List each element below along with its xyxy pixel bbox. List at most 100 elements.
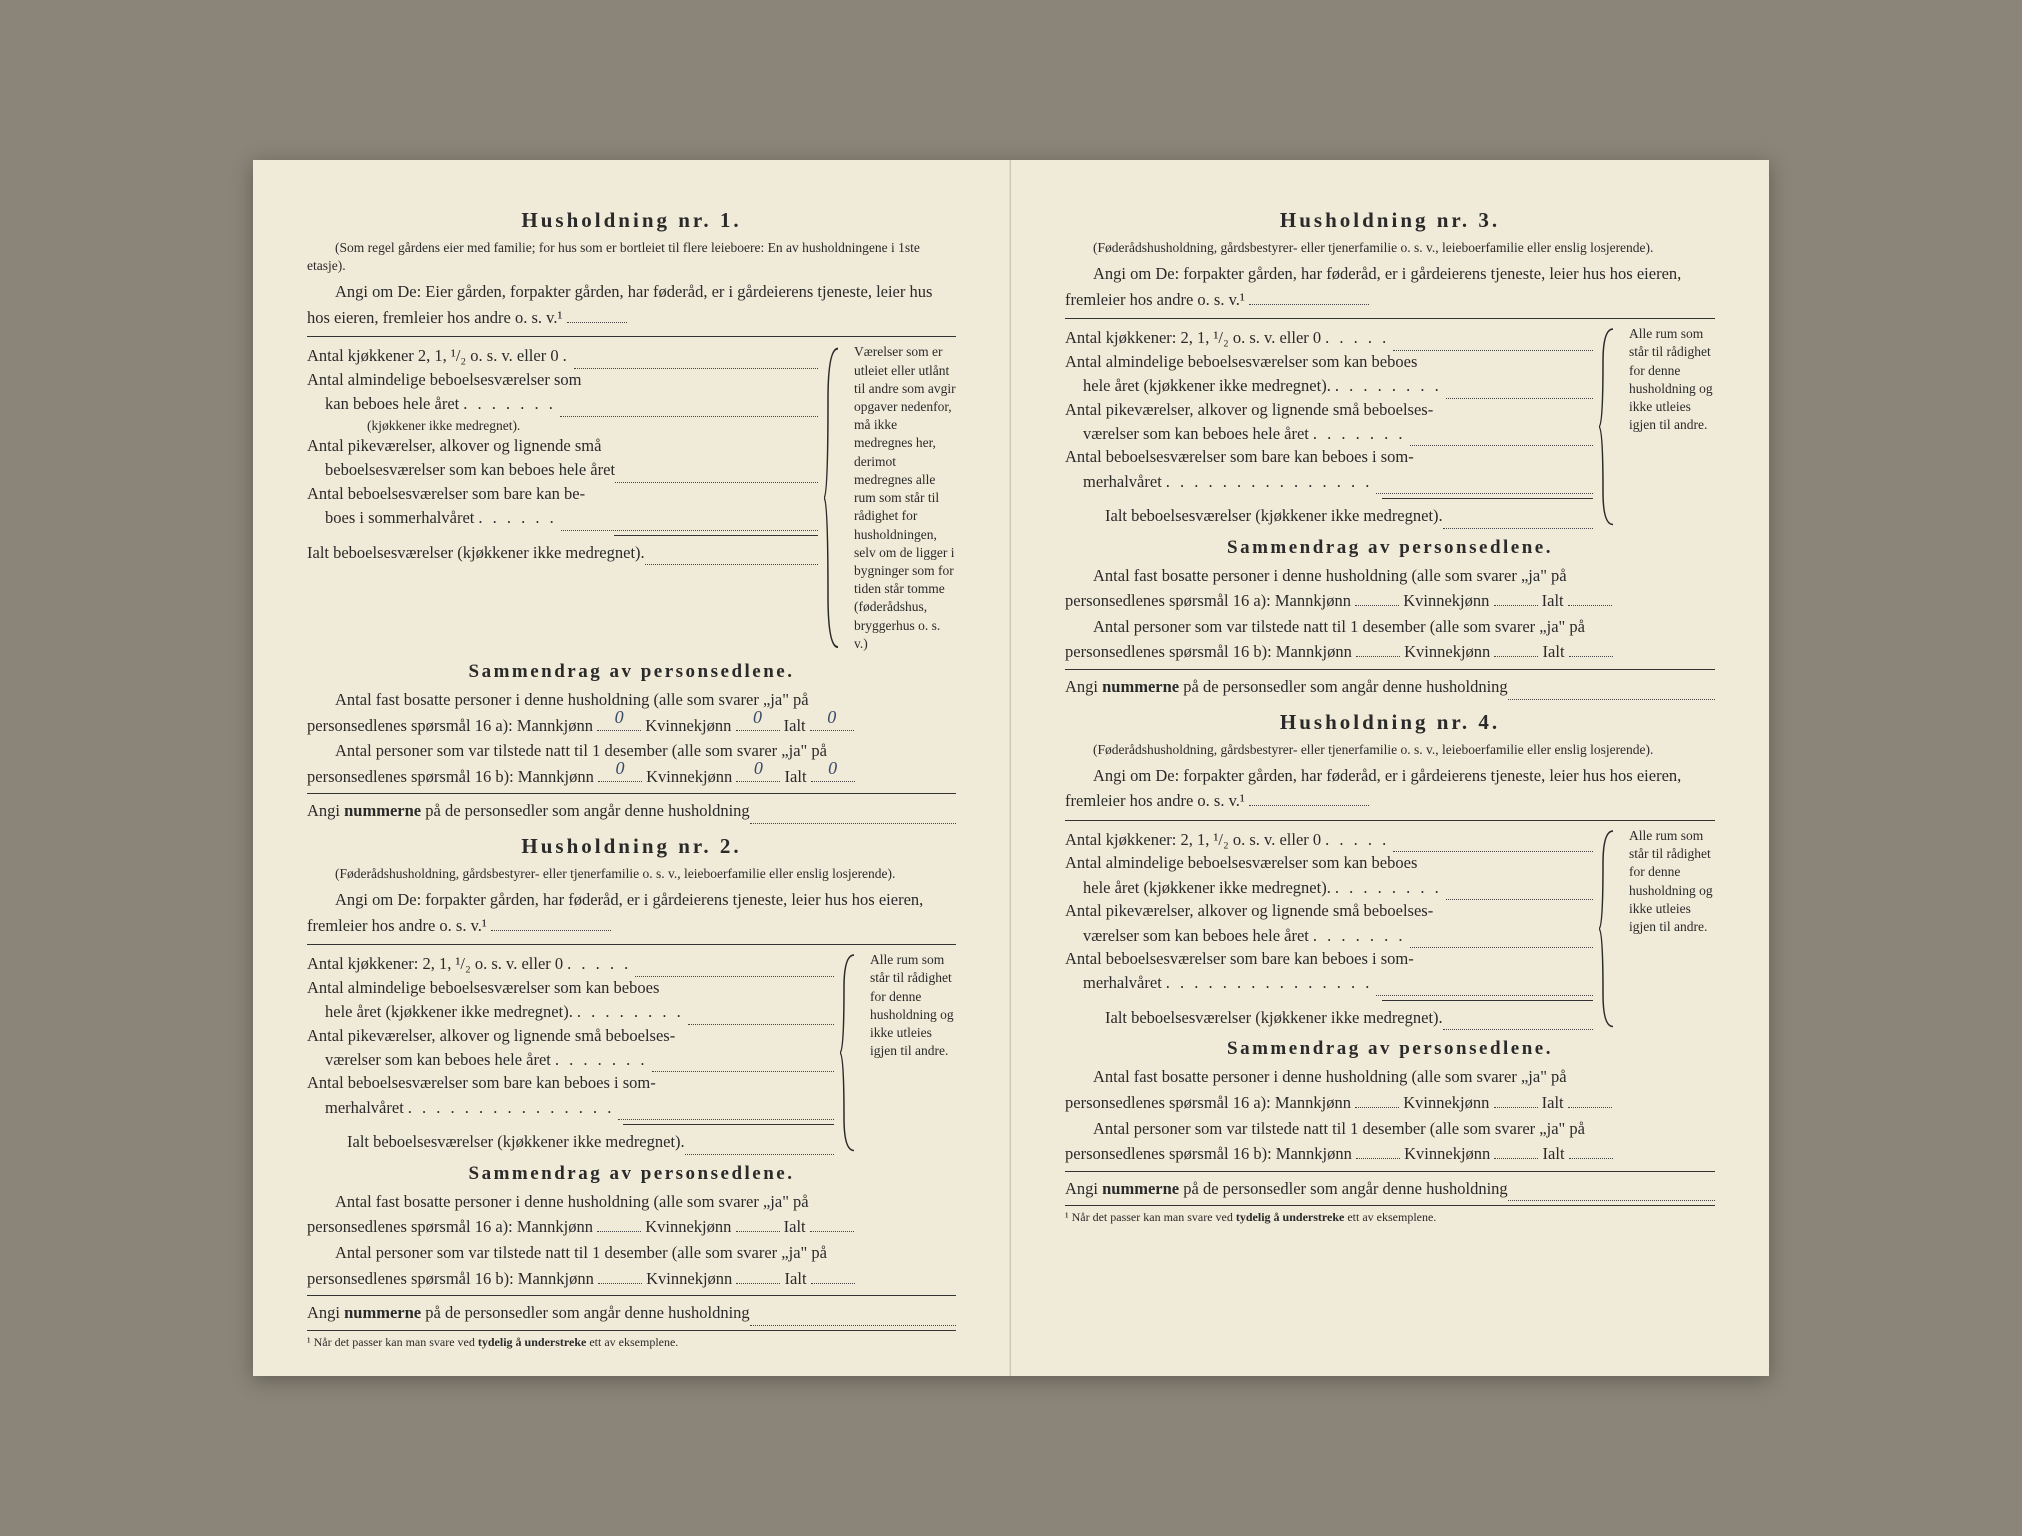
h1-rooms-block: Antal kjøkkener 2, 1, ¹/₂ o. s. v. eller…	[307, 343, 956, 653]
h4-margin-note: Alle rum som står til rådighet for denne…	[1623, 827, 1715, 1031]
right-page: Husholdning nr. 3. (Føderådshusholdning,…	[1011, 160, 1769, 1376]
lbl: Kvinnekjønn	[1403, 1093, 1489, 1112]
fill-blank	[1376, 477, 1593, 494]
lbl: Antal almindelige beboelsesværelser som …	[307, 978, 659, 997]
lbl: Ialt	[1543, 642, 1565, 661]
h2-mann-b[interactable]	[598, 1267, 642, 1284]
fill-blank	[750, 807, 956, 824]
fill-blank	[750, 1308, 956, 1325]
h3-mann-b[interactable]	[1356, 641, 1400, 658]
written: 0	[754, 755, 763, 783]
h2-subtitle: (Føderådshusholdning, gårdsbestyrer- ell…	[307, 865, 956, 883]
h1-kvinne-a[interactable]: 0	[736, 714, 780, 731]
lbl: Kvinnekjønn	[1403, 591, 1489, 610]
lbl: personsedlenes spørsmål 16 b): Mannkjønn	[1065, 642, 1352, 661]
lbl: Antal kjøkkener: 2, 1, ¹/₂ o. s. v. elle…	[307, 951, 563, 977]
h2-sum-1b: personsedlenes spørsmål 16 a): Mannkjønn…	[307, 1214, 956, 1240]
h4-rooms-block: Antal kjøkkener: 2, 1, ¹/₂ o. s. v. elle…	[1065, 827, 1715, 1031]
h3-rooms-block: Antal kjøkkener: 2, 1, ¹/₂ o. s. v. elle…	[1065, 325, 1715, 529]
dots: . . . . . . . .	[1331, 875, 1446, 901]
h2-title: Husholdning nr. 2.	[307, 834, 956, 859]
lbl: merhalvåret	[307, 1095, 404, 1121]
lbl: personsedlenes spørsmål 16 b): Mannkjønn	[307, 767, 594, 786]
h4-kvinne-a[interactable]	[1494, 1092, 1538, 1109]
dots: . . . . . . . . . . . . . . .	[404, 1095, 619, 1121]
rule	[614, 535, 818, 536]
fill-blank	[574, 352, 818, 369]
h1-angi: Angi om De: Eier gården, forpakter gårde…	[307, 279, 956, 330]
lbl: Antal kjøkkener: 2, 1, ¹/₂ o. s. v. elle…	[1065, 325, 1321, 351]
h1-subtitle: (Som regel gårdens eier med familie; for…	[307, 239, 956, 275]
lbl: Kvinnekjønn	[1404, 1144, 1490, 1163]
lbl: Kvinnekjønn	[646, 1269, 732, 1288]
txt: på de personsedler som angår denne husho…	[421, 1303, 750, 1322]
lbl: værelser som kan beboes hele året	[307, 1047, 551, 1073]
fill-blank	[1446, 381, 1593, 398]
h1-kvinne-b[interactable]: 0	[736, 765, 780, 782]
h1-ialt-a[interactable]: 0	[810, 714, 854, 731]
h1-mann-a[interactable]: 0	[597, 714, 641, 731]
rule	[1065, 318, 1715, 319]
row-ialt: Ialt beboelsesværelser (kjøkkener ikke m…	[307, 1129, 834, 1155]
row-ialt: Ialt beboelsesværelser (kjøkkener ikke m…	[1065, 503, 1593, 529]
lbl: personsedlenes spørsmål 16 a): Mannkjønn	[1065, 591, 1351, 610]
h1-summary-title: Sammendrag av personsedlene.	[307, 661, 956, 683]
dots: . . . . . . . .	[1331, 373, 1446, 399]
row-kjokkener: Antal kjøkkener 2, 1, ¹/₂ o. s. v. eller…	[307, 343, 818, 369]
h4-ialt-a[interactable]	[1568, 1092, 1612, 1109]
row-ialt: Ialt beboelsesværelser (kjøkkener ikke m…	[307, 540, 818, 566]
rule	[623, 1124, 834, 1125]
written: 0	[616, 755, 625, 783]
fill-blank	[1393, 835, 1593, 852]
lbl: personsedlenes spørsmål 16 a): Mannkjønn	[307, 716, 593, 735]
row-sommer: Antal beboelsesværelser som bare kan beb…	[1065, 948, 1593, 996]
row-pike: Antal pikeværelser, alkover og lignende …	[307, 1025, 834, 1073]
h2-ialt-a[interactable]	[810, 1216, 854, 1233]
h4-mann-b[interactable]	[1356, 1143, 1400, 1160]
h3-sum-2b: personsedlenes spørsmål 16 b): Mannkjønn…	[1065, 639, 1715, 665]
lbl: Ialt beboelsesværelser (kjøkkener ikke m…	[1065, 1005, 1443, 1031]
txt: på de personsedler som angår denne husho…	[1179, 1179, 1508, 1198]
kjokk-note: (kjøkkener ikke medregnet).	[307, 417, 818, 435]
lbl: merhalvåret	[1065, 970, 1162, 996]
h3-ialt-b[interactable]	[1569, 641, 1613, 658]
h4-mann-a[interactable]	[1355, 1092, 1399, 1109]
lbl: Ialt	[785, 1269, 807, 1288]
h3-subtitle: (Føderådshusholdning, gårdsbestyrer- ell…	[1065, 239, 1715, 257]
fill-blank	[1410, 429, 1593, 446]
lbl: Kvinnekjønn	[645, 1217, 731, 1236]
fill-blank	[635, 959, 834, 976]
fill-blank	[1376, 979, 1593, 996]
h2-ialt-b[interactable]	[811, 1267, 855, 1284]
written: 0	[828, 755, 837, 783]
h2-sum-2b: personsedlenes spørsmål 16 b): Mannkjønn…	[307, 1266, 956, 1292]
h4-ialt-b[interactable]	[1569, 1143, 1613, 1160]
fn-text: Når det passer kan man svare ved	[314, 1335, 478, 1349]
angi-label: Angi om De:	[335, 282, 421, 301]
lbl: Antal kjøkkener: 2, 1, ¹/₂ o. s. v. elle…	[1065, 827, 1321, 853]
fill-blank	[561, 513, 818, 530]
fill-blank	[1446, 883, 1593, 900]
fill-blank	[645, 548, 818, 565]
h3-ialt-a[interactable]	[1568, 590, 1612, 607]
h3-kvinne-b[interactable]	[1494, 641, 1538, 658]
angi-label: Angi om De:	[335, 890, 421, 909]
h2-kvinne-b[interactable]	[736, 1267, 780, 1284]
h3-kvinne-a[interactable]	[1494, 590, 1538, 607]
fill-blank	[652, 1055, 834, 1072]
row-sommer: Antal beboelsesværelser som bare kan beb…	[1065, 446, 1593, 494]
fill-blank	[615, 465, 818, 482]
h2-kvinne-a[interactable]	[736, 1216, 780, 1233]
h2-mann-a[interactable]	[597, 1216, 641, 1233]
fill-blank	[618, 1103, 834, 1120]
row-pike: Antal pikeværelser, alkover og lignende …	[1065, 399, 1593, 447]
nummerne-word: nummerne	[344, 1303, 421, 1322]
row-kjokkener: Antal kjøkkener: 2, 1, ¹/₂ o. s. v. elle…	[1065, 325, 1593, 351]
lbl: Antal beboelsesværelser som bare kan beb…	[1065, 447, 1414, 466]
h4-kvinne-b[interactable]	[1494, 1143, 1538, 1160]
h1-ialt-b[interactable]: 0	[811, 765, 855, 782]
h1-mann-b[interactable]: 0	[598, 765, 642, 782]
fill-blank	[560, 399, 818, 416]
h3-mann-a[interactable]	[1355, 590, 1399, 607]
h4-nummerne: Angi nummerne på de personsedler som ang…	[1065, 1176, 1715, 1202]
